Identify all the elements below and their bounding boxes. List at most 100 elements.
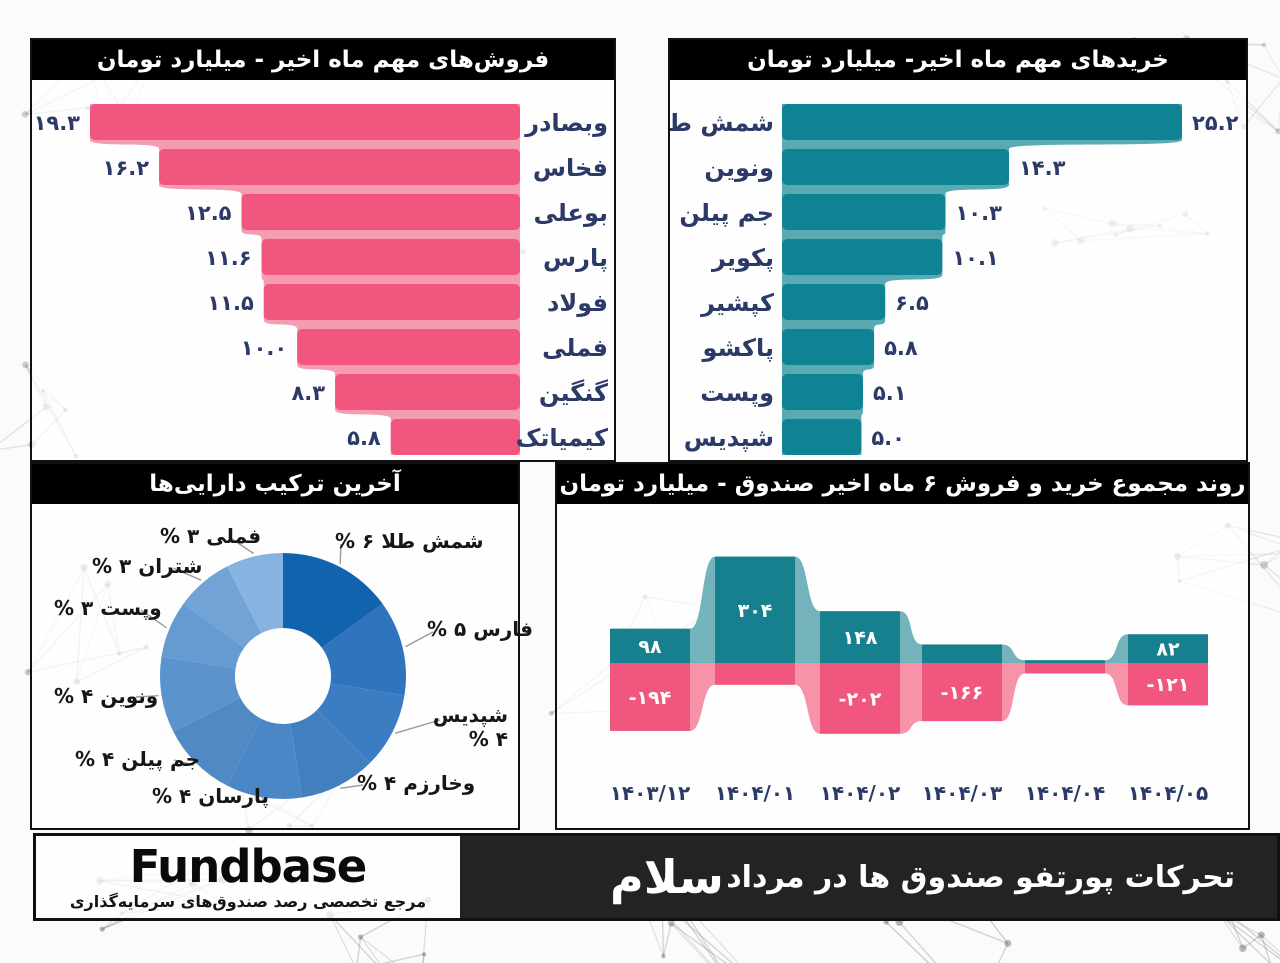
bar-category-label: پارس bbox=[543, 244, 608, 272]
bar-category-label: کیمیاتک bbox=[516, 424, 608, 452]
month-axis-label: ۱۴۰۳/۱۲ bbox=[610, 781, 691, 805]
leader-line bbox=[135, 695, 159, 698]
network-edge bbox=[1228, 913, 1280, 957]
leader-line bbox=[340, 784, 364, 789]
buy-bar-۱۴۰۳/۱۲ bbox=[610, 628, 690, 663]
buy-bar-۱۴۰۴/۰۵ bbox=[1128, 634, 1208, 663]
bar-category-label: فولاد bbox=[547, 289, 608, 317]
network-edge bbox=[670, 922, 727, 963]
network-edge bbox=[1260, 934, 1280, 953]
bar-کیمیاتک bbox=[390, 419, 520, 455]
bar-value-label: ۱۶.۲ bbox=[103, 156, 150, 180]
logo-cell: Fundbase مرجع تخصصی رصد صندوق‌های سرمایه… bbox=[36, 836, 460, 918]
network-edge bbox=[1217, 912, 1271, 963]
buys-chart-panel: خریدهای مهم ماه اخیر- میلیارد تومان ۲۵.۲… bbox=[651, 38, 1248, 462]
sell-bar-۱۴۰۳/۱۲ bbox=[610, 663, 690, 731]
bar-category-label: فملی bbox=[542, 334, 608, 362]
donut-label-شمش طلا: شمش طلا ۶ % bbox=[335, 529, 484, 553]
network-edge bbox=[670, 923, 710, 963]
network-node bbox=[99, 926, 105, 932]
network-edge bbox=[360, 936, 396, 963]
network-node bbox=[661, 953, 666, 959]
buy-bar-۱۴۰۴/۰۳ bbox=[922, 644, 1002, 663]
fund-name: سلام bbox=[610, 850, 724, 904]
buy-value-label: ۳۰۴ bbox=[738, 600, 773, 622]
bar-value-label: ۱۹.۳ bbox=[34, 111, 81, 135]
bar-value-label: ۱۰.۰ bbox=[241, 336, 287, 360]
buy-bar-۱۴۰۴/۰۴ bbox=[1025, 660, 1105, 663]
bar-پارس bbox=[261, 239, 520, 275]
network-edge bbox=[1263, 564, 1280, 579]
donut-label-وپست: وپست ۳ % bbox=[54, 596, 162, 620]
sell-value-label: -۱۲۱ bbox=[1147, 674, 1190, 696]
network-edge bbox=[356, 936, 362, 963]
donut-label-شتران: شتران ۳ % bbox=[92, 554, 203, 578]
sell-bar-۱۴۰۴/۰۱ bbox=[715, 663, 795, 685]
bar-بوعلی bbox=[241, 194, 520, 230]
donut-slice-پارسان bbox=[227, 718, 303, 799]
network-edge bbox=[422, 954, 425, 963]
bar-پکویر bbox=[782, 239, 943, 275]
bar-value-label: ۵.۱ bbox=[873, 381, 907, 405]
bar-value-label: ۸.۳ bbox=[291, 381, 325, 405]
network-node bbox=[24, 669, 32, 676]
buy-value-label: ۱۴۸ bbox=[843, 627, 878, 649]
bar-فملی bbox=[297, 329, 520, 365]
buys-bar-chart: ۲۵.۲ شمش طلا ۱۴.۳ ونوین ۱۰.۳ جم پیلن ۱۰.۱ پکویر… bbox=[651, 104, 1239, 455]
month-axis-label: ۱۴۰۴/۰۵ bbox=[1128, 781, 1209, 805]
bar-value-label: ۱۱.۵ bbox=[207, 291, 254, 315]
bar-فخاس bbox=[159, 149, 520, 185]
donut-slice-جم پیلن bbox=[173, 697, 262, 786]
footer-strip: Fundbase مرجع تخصصی رصد صندوق‌های سرمایه… bbox=[33, 833, 1280, 921]
bar-value-label: ۵.۸ bbox=[347, 426, 381, 450]
network-edge bbox=[381, 953, 425, 963]
donut-label-ونوین: ونوین ۴ % bbox=[54, 684, 159, 708]
donut-label-پارسان: پارسان ۴ % bbox=[152, 784, 269, 808]
fundbase-logo: Fundbase bbox=[129, 839, 368, 893]
sales-chart-title: فروش‌های مهم ماه اخیر - میلیارد تومان bbox=[32, 40, 614, 80]
network-node bbox=[1261, 42, 1267, 47]
month-axis-label: ۱۴۰۴/۰۴ bbox=[1025, 781, 1106, 805]
network-node bbox=[421, 952, 427, 957]
network-edge bbox=[1263, 551, 1280, 566]
trend-chart-area: ۹۸ -۱۹۴ ۱۴۰۳/۱۲ ۳۰۴ ۱۴۰۴/۰۱ ۱۴۸ -۲۰۲ ۱۴۰۴/۰۲ -۱۶… bbox=[557, 504, 1248, 832]
network-edge bbox=[1260, 934, 1272, 963]
bar-ونوین bbox=[782, 149, 1009, 185]
funnel-connector bbox=[90, 104, 520, 455]
leader-line bbox=[339, 543, 342, 564]
trend-panel: روند مجموع خرید و فروش ۶ ماه اخیر صندوق … bbox=[555, 462, 1250, 830]
donut-label-شپدیس: شپدیس ۴ % bbox=[432, 703, 508, 751]
month-axis-label: ۱۴۰۴/۰۲ bbox=[820, 781, 901, 805]
network-edge bbox=[1217, 912, 1280, 960]
bar-value-label: ۱۱.۶ bbox=[205, 246, 251, 270]
composition-donut-chart bbox=[135, 536, 441, 801]
sell-value-label: -۱۹۴ bbox=[629, 687, 672, 709]
donut-slice-فملی bbox=[227, 553, 283, 634]
bar-value-label: ۵.۰ bbox=[871, 426, 905, 450]
bar-پاکشو bbox=[782, 329, 875, 365]
month-axis-label: ۱۴۰۴/۰۱ bbox=[715, 781, 796, 805]
leader-line bbox=[395, 719, 441, 734]
bar-category-label: شمش طلا bbox=[670, 109, 774, 137]
leader-line bbox=[173, 759, 195, 766]
network-edge bbox=[329, 914, 377, 963]
buy-value-label: ۹۸ bbox=[638, 636, 662, 658]
network-edge bbox=[1242, 934, 1262, 949]
sell-area-silhouette bbox=[610, 663, 1208, 734]
donut-label-فارس: فارس ۵ % bbox=[427, 617, 533, 641]
composition-title: آخرین ترکیب دارایی‌ها bbox=[32, 464, 518, 504]
sell-value-label: -۲۰۲ bbox=[839, 688, 882, 710]
bar-وبصادر bbox=[90, 104, 520, 140]
sell-bar-۱۴۰۴/۰۴ bbox=[1025, 663, 1105, 674]
bar-category-label: فخاس bbox=[533, 154, 608, 182]
sales-chart-area: ۱۹.۳ وبصادر ۱۶.۲ فخاس ۱۲.۵ بوعلی ۱۱.۶ پارس ۱۱.۵ ف… bbox=[32, 80, 614, 462]
bar-گنگین bbox=[335, 374, 520, 410]
leader-line bbox=[228, 536, 254, 555]
footer-headline: تحرکات پورتفو صندوق ها در مرداد bbox=[726, 859, 1235, 895]
buy-bar-۱۴۰۴/۰۲ bbox=[820, 611, 900, 663]
network-node bbox=[1260, 560, 1269, 569]
sales-bar-chart: ۱۹.۳ وبصادر ۱۶.۲ فخاس ۱۲.۵ بوعلی ۱۱.۶ پارس ۱۱.۵ ف… bbox=[34, 104, 608, 455]
network-node bbox=[1239, 944, 1247, 953]
bar-category-label: وپست bbox=[700, 379, 774, 407]
trend-diverging-chart: ۹۸ -۱۹۴ ۱۴۰۳/۱۲ ۳۰۴ ۱۴۰۴/۰۱ ۱۴۸ -۲۰۲ ۱۴۰۴/۰۲ -۱۶… bbox=[610, 556, 1209, 805]
